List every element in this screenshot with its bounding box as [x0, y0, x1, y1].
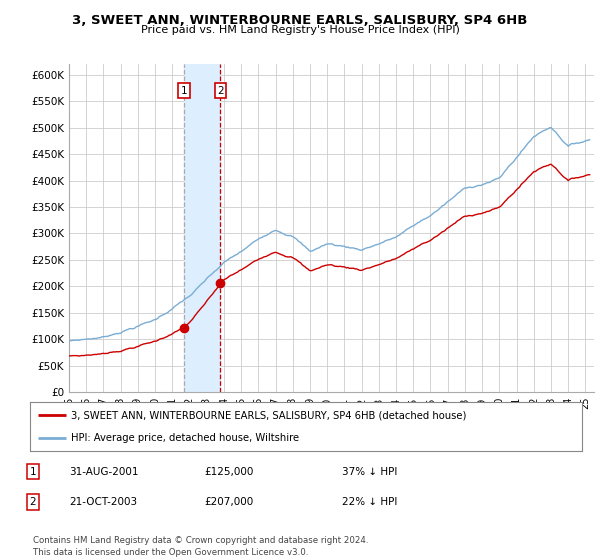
Text: HPI: Average price, detached house, Wiltshire: HPI: Average price, detached house, Wilt…: [71, 433, 299, 444]
Text: 37% ↓ HPI: 37% ↓ HPI: [342, 466, 397, 477]
Text: 3, SWEET ANN, WINTERBOURNE EARLS, SALISBURY, SP4 6HB (detached house): 3, SWEET ANN, WINTERBOURNE EARLS, SALISB…: [71, 410, 467, 421]
Text: 22% ↓ HPI: 22% ↓ HPI: [342, 497, 397, 507]
Text: 3, SWEET ANN, WINTERBOURNE EARLS, SALISBURY, SP4 6HB: 3, SWEET ANN, WINTERBOURNE EARLS, SALISB…: [73, 14, 527, 27]
Text: Price paid vs. HM Land Registry's House Price Index (HPI): Price paid vs. HM Land Registry's House …: [140, 25, 460, 35]
Text: £207,000: £207,000: [204, 497, 253, 507]
Text: 31-AUG-2001: 31-AUG-2001: [69, 466, 139, 477]
Bar: [184, 64, 220, 392]
Text: 1: 1: [29, 466, 37, 477]
Text: £125,000: £125,000: [204, 466, 253, 477]
Text: 1: 1: [181, 86, 187, 96]
Text: 2: 2: [217, 86, 224, 96]
Text: 21-OCT-2003: 21-OCT-2003: [69, 497, 137, 507]
Text: 2: 2: [29, 497, 37, 507]
Text: Contains HM Land Registry data © Crown copyright and database right 2024.
This d: Contains HM Land Registry data © Crown c…: [33, 536, 368, 557]
